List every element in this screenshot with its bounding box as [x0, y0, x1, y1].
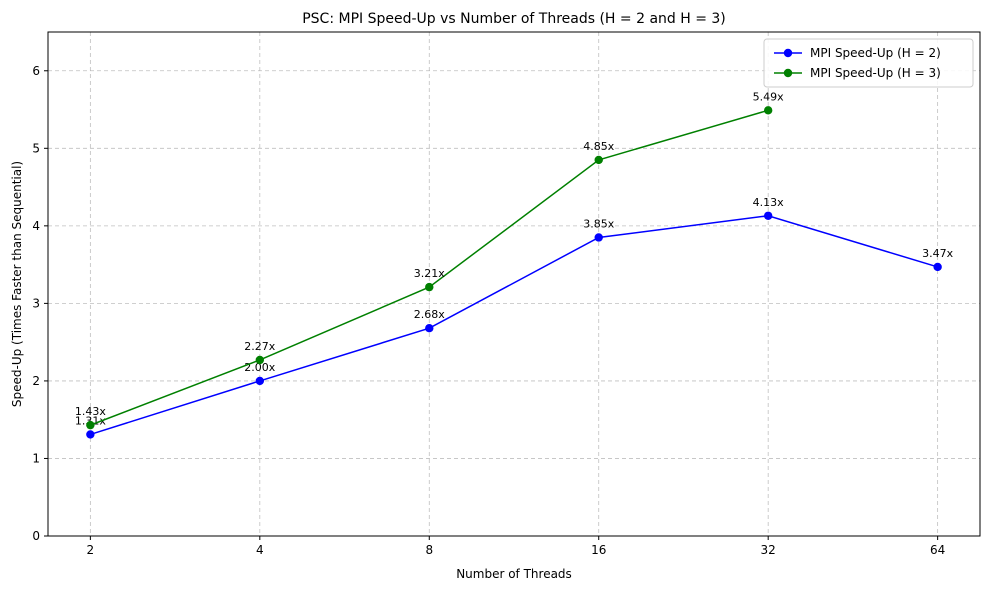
y-axis: 0 1 2 3 4 5 6 — [32, 64, 48, 543]
legend-label: MPI Speed-Up (H = 2) — [810, 46, 941, 60]
data-label: 3.21x — [414, 267, 445, 280]
x-tick-label: 8 — [425, 543, 433, 557]
data-point — [425, 282, 434, 292]
x-tick-label: 2 — [87, 543, 95, 557]
data-point — [763, 211, 773, 220]
data-label: 3.85x — [583, 217, 614, 230]
data-label: 5.49x — [753, 90, 784, 103]
legend-marker — [783, 68, 793, 78]
data-label: 2.27x — [244, 340, 275, 353]
data-point — [86, 430, 95, 439]
data-label: 4.85x — [583, 140, 614, 153]
y-tick-label: 3 — [32, 296, 40, 310]
data-point — [594, 155, 603, 165]
y-axis-label: Speed-Up (Times Faster than Sequential) — [10, 161, 24, 407]
data-label: 1.31x — [75, 414, 106, 427]
series-layer: 1.31x 2.00x 2.68x 3.85x 4.13x 3.47x 1.43x 2.27x… — [75, 90, 954, 439]
data-point — [86, 420, 95, 430]
legend-box — [763, 38, 974, 88]
data-point — [255, 355, 265, 365]
data-label: 2.68x — [414, 308, 445, 321]
y-tick-label: 4 — [32, 219, 40, 233]
x-tick-label: 4 — [256, 543, 264, 557]
data-label: 3.47x — [922, 247, 953, 260]
data-label: 2.00x — [244, 361, 275, 374]
y-tick-label: 6 — [32, 64, 40, 78]
data-point — [255, 376, 265, 386]
legend: MPI Speed-Up (H = 2) MPI Speed-Up (H = 3) — [763, 38, 974, 88]
data-label: 4.13x — [753, 196, 784, 209]
y-tick-label: 5 — [32, 141, 40, 155]
legend-label: MPI Speed-Up (H = 3) — [810, 66, 941, 80]
y-tick-label: 1 — [32, 451, 40, 465]
x-tick-label: 16 — [591, 543, 606, 557]
data-point — [425, 323, 434, 333]
data-point — [594, 233, 603, 242]
series-1: 1.31x 2.00x 2.68x 3.85x 4.13x 3.47x — [75, 196, 954, 439]
plot-frame — [47, 31, 981, 537]
y-tick-label: 0 — [32, 529, 40, 543]
legend-marker — [783, 48, 793, 58]
y-tick-label: 2 — [32, 374, 40, 388]
x-axis: 2 4 8 16 32 64 — [87, 536, 945, 557]
data-point — [763, 106, 773, 115]
data-point — [933, 262, 942, 272]
x-tick-label: 64 — [930, 543, 945, 557]
x-axis-label: Number of Threads — [456, 567, 572, 581]
series-2: 1.43x 2.27x 3.21x 4.85x 5.49x — [75, 90, 784, 430]
x-tick-label: 32 — [761, 543, 776, 557]
chart-title: PSC: MPI Speed-Up vs Number of Threads (… — [302, 11, 726, 27]
data-label: 1.43x — [75, 405, 106, 418]
series-line — [90, 215, 938, 436]
